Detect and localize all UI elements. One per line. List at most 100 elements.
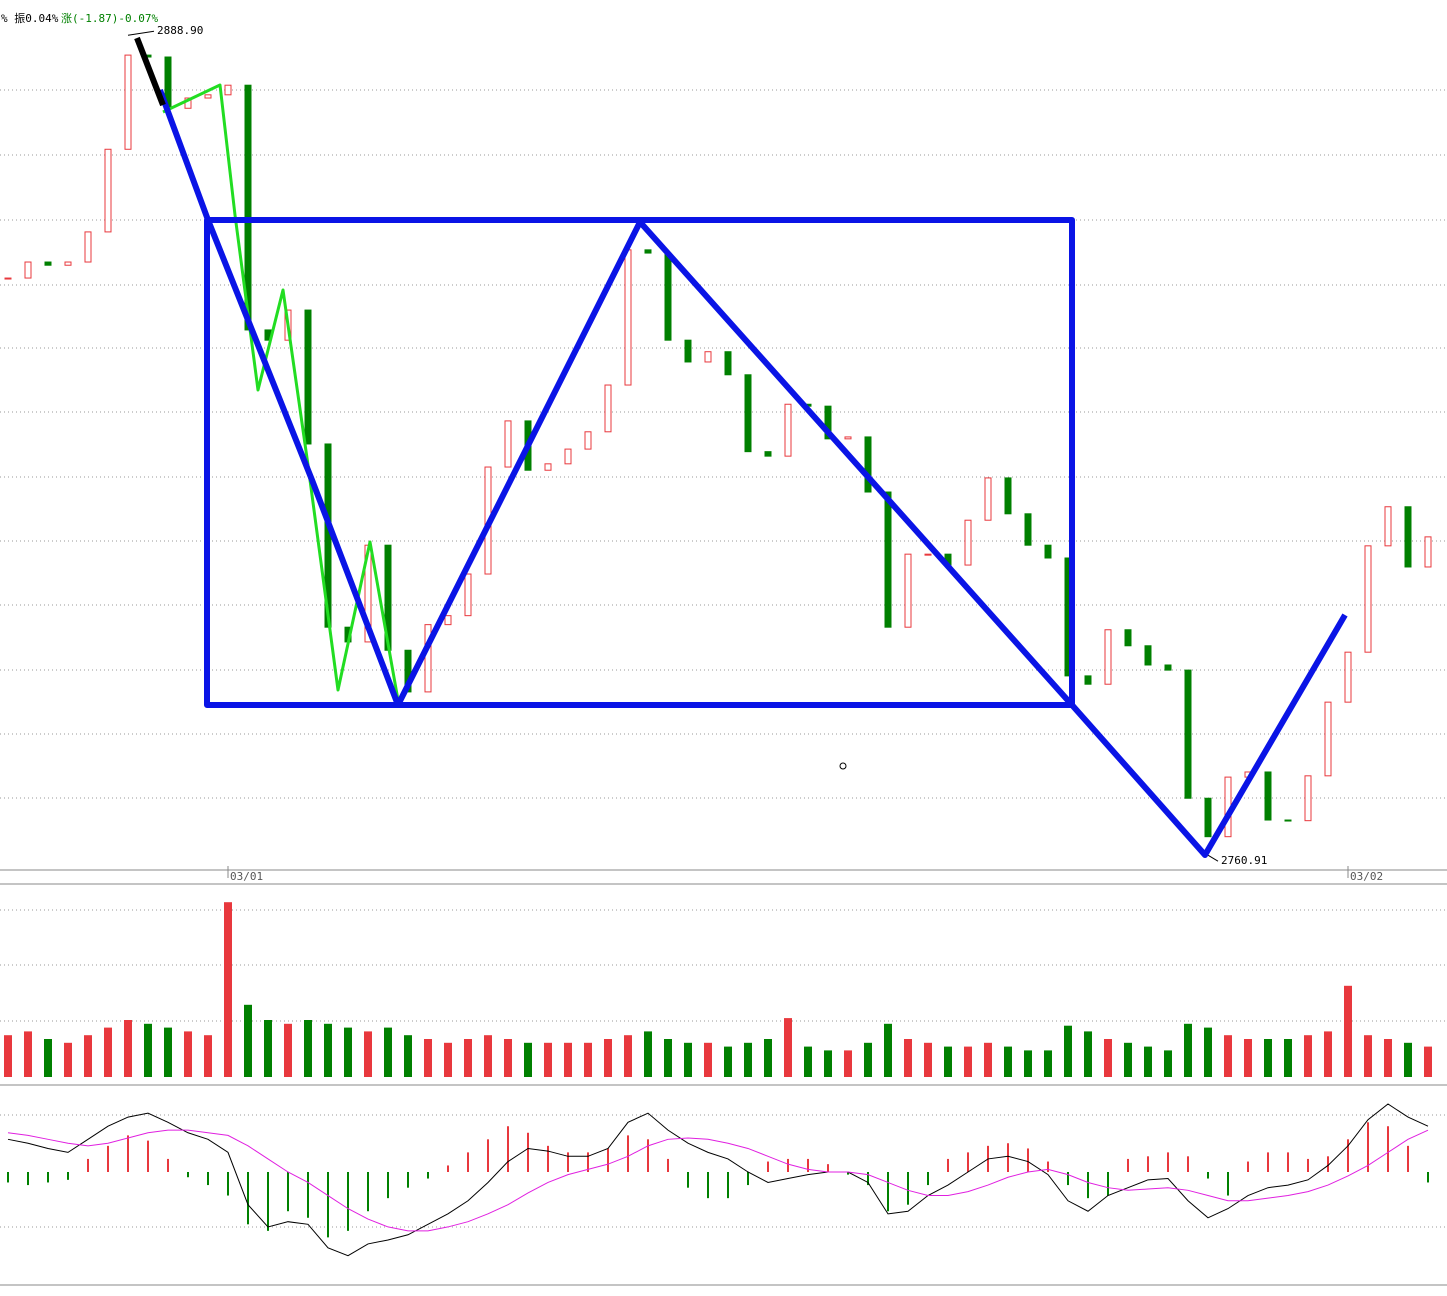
candle-body xyxy=(1124,629,1132,647)
volume-bar xyxy=(304,1020,312,1077)
volume-bar xyxy=(804,1046,812,1077)
drawing-overlay xyxy=(134,36,1348,858)
candle-body xyxy=(104,148,112,233)
candle-body xyxy=(1024,513,1032,546)
candle-body xyxy=(404,649,412,693)
candle-body xyxy=(1044,544,1052,559)
volume-bar xyxy=(664,1039,672,1077)
candle-body xyxy=(204,94,212,99)
volume-bar xyxy=(744,1042,752,1077)
candle-body xyxy=(544,463,552,471)
volume-bar xyxy=(644,1031,652,1077)
candle-body xyxy=(1084,675,1092,685)
candle-body xyxy=(244,84,252,331)
volume-bar xyxy=(1084,1031,1092,1077)
volume-bar xyxy=(1344,985,1352,1077)
volume-bar xyxy=(724,1046,732,1077)
volume-bar xyxy=(1264,1039,1272,1077)
volume-bar xyxy=(444,1042,452,1077)
volume-bar xyxy=(1244,1039,1252,1077)
candle-body xyxy=(4,277,12,280)
cursor-dot xyxy=(839,762,847,770)
volume-bar xyxy=(484,1035,492,1077)
macd-dea-line xyxy=(7,1129,1429,1232)
candle-body xyxy=(724,351,732,376)
volume-bar xyxy=(924,1042,932,1077)
candle-body xyxy=(644,249,652,254)
volume-bar xyxy=(224,902,232,1077)
volume-bar xyxy=(1424,1046,1432,1077)
macd-dif-line xyxy=(7,1103,1429,1257)
volume-bar xyxy=(904,1039,912,1077)
volume-bar xyxy=(4,1035,12,1077)
volume-bar xyxy=(44,1039,52,1077)
volume-bar xyxy=(564,1042,572,1077)
header-change: 涨(-1.87)-0.07% xyxy=(61,12,158,25)
volume-bar xyxy=(764,1039,772,1077)
volume-bar xyxy=(1164,1050,1172,1077)
candle-body xyxy=(1164,664,1172,671)
volume-bar xyxy=(944,1046,952,1077)
candle-body xyxy=(924,553,932,556)
candle-body xyxy=(604,384,612,433)
candle-body xyxy=(464,573,472,617)
volume-bar xyxy=(384,1027,392,1077)
candle-body xyxy=(784,403,792,457)
candle-body xyxy=(1144,645,1152,666)
volume-bar xyxy=(364,1031,372,1077)
volume-bar xyxy=(684,1042,692,1077)
volume-bar xyxy=(984,1042,992,1077)
volume-bar xyxy=(264,1020,272,1077)
volume-bar xyxy=(164,1027,172,1077)
volume-bar xyxy=(1304,1035,1312,1077)
candle-body xyxy=(764,451,772,457)
candle-body xyxy=(744,374,752,453)
candle-body xyxy=(224,84,232,96)
volume-bar xyxy=(184,1031,192,1077)
range-box xyxy=(204,217,1075,708)
volume-bar xyxy=(1104,1039,1112,1077)
extreme-label: 2888.90 xyxy=(157,24,203,37)
volume-bar xyxy=(344,1027,352,1077)
volume-bar xyxy=(1124,1042,1132,1077)
candle-body xyxy=(304,309,312,445)
volume-bar xyxy=(884,1023,892,1077)
candle-body xyxy=(1304,775,1312,822)
volume-bar xyxy=(1184,1023,1192,1077)
volume-bar xyxy=(144,1023,152,1077)
volume-bar xyxy=(844,1050,852,1077)
volume-bar xyxy=(584,1042,592,1077)
volume-bar xyxy=(1044,1050,1052,1077)
candle-body xyxy=(1364,545,1372,653)
marks xyxy=(4,30,1432,1257)
header-amplitude: % 振0.04% xyxy=(1,11,59,25)
x-tick-label: 03/02 xyxy=(1350,870,1383,883)
volume-bar xyxy=(1324,1031,1332,1077)
candle-body xyxy=(824,405,832,440)
candle-body xyxy=(1384,506,1392,547)
volume-bar xyxy=(104,1027,112,1077)
candle-body xyxy=(844,436,852,440)
volume-bar xyxy=(1404,1042,1412,1077)
volume-bar xyxy=(864,1042,872,1077)
candle-body xyxy=(1284,819,1292,822)
trend-start xyxy=(134,36,166,107)
candle-body xyxy=(1264,771,1272,821)
volume-bar xyxy=(524,1042,532,1077)
volume-bar xyxy=(404,1035,412,1077)
candle-body xyxy=(444,615,452,626)
candle-body xyxy=(884,491,892,628)
volume-bar xyxy=(464,1039,472,1077)
volume-bar xyxy=(964,1046,972,1077)
candle-body xyxy=(564,448,572,465)
volume-bar xyxy=(1004,1046,1012,1077)
candle-body xyxy=(584,431,592,450)
volume-bar xyxy=(1384,1039,1392,1077)
candle-body xyxy=(84,231,92,263)
green-zigzag xyxy=(162,83,400,701)
volume-bar xyxy=(1024,1050,1032,1077)
extreme-pointer xyxy=(127,30,155,36)
volume-bar xyxy=(1144,1046,1152,1077)
candle-body xyxy=(904,553,912,628)
